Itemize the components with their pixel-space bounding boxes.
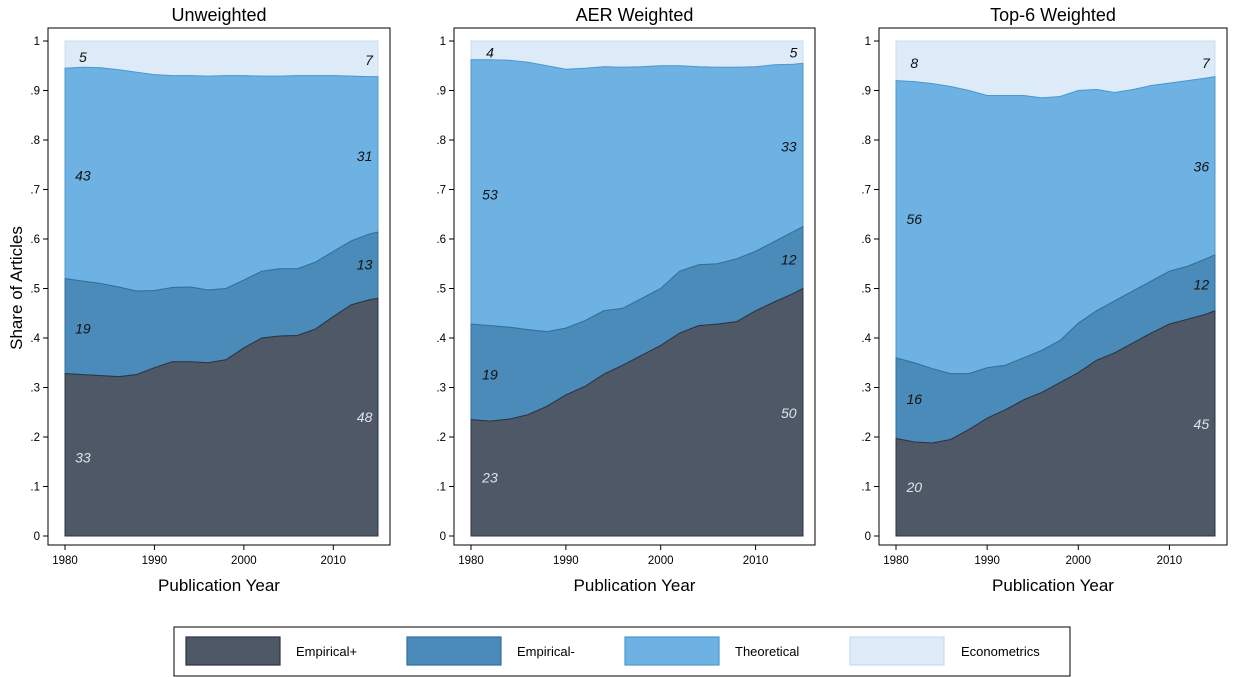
data-label-empirical-plus: 20 (905, 479, 922, 495)
y-tick-label: .7 (861, 185, 871, 197)
y-tick-label: .4 (861, 333, 871, 345)
data-label-theoretical: 36 (1194, 159, 1210, 175)
y-tick-label: 1 (34, 36, 40, 48)
x-tick-label: 1980 (458, 555, 484, 567)
legend-label-empirical-plus: Empirical+ (296, 644, 357, 659)
legend: Empirical+ Empirical- Theoretical Econometr… (173, 626, 1071, 677)
data-label-empirical-minus: 16 (906, 391, 922, 407)
x-tick-label: 1990 (142, 555, 168, 567)
legend-swatch-empirical-plus (185, 636, 281, 666)
data-label-econometrics: 4 (486, 44, 494, 60)
data-label-empirical-minus: 13 (357, 257, 373, 273)
data-label-theoretical: 33 (781, 138, 797, 154)
y-tick-label: 1 (440, 36, 446, 48)
y-tick-label: .7 (436, 185, 446, 197)
legend-swatch-theoretical (624, 636, 720, 666)
panel-title: Top-6 Weighted (990, 5, 1116, 25)
legend-label-empirical-minus: Empirical- (517, 644, 575, 659)
y-tick-label: .7 (30, 185, 40, 197)
y-tick-label: .2 (436, 432, 446, 444)
x-tick-label: 2000 (231, 555, 257, 567)
legend-label-theoretical: Theoretical (735, 644, 799, 659)
panel-1: 0 .1 .2 .3 .4 .5 .6 .7 .8 .9 1 1980 1990 2000 2010 Unwe… (30, 5, 391, 595)
data-label-theoretical: 31 (357, 148, 373, 164)
y-tick-label: .6 (30, 234, 40, 246)
x-tick-label: 2010 (320, 555, 346, 567)
x-tick-label: 1990 (974, 555, 1000, 567)
y-tick-label: .9 (30, 86, 40, 98)
y-tick-label: .1 (861, 482, 871, 494)
area-empirical-plus (895, 310, 1216, 537)
data-label-empirical-plus: 48 (357, 409, 373, 425)
y-tick-label: .2 (861, 432, 871, 444)
x-axis-title: Publication Year (574, 576, 696, 595)
x-tick-label: 2000 (1065, 555, 1091, 567)
x-tick-label: 2000 (648, 555, 674, 567)
area-empirical-plus (64, 297, 379, 537)
legend-swatch-econometrics (849, 636, 945, 666)
y-tick-label: .5 (436, 284, 446, 296)
x-tick-label: 2010 (743, 555, 769, 567)
y-tick-label: 0 (865, 531, 871, 543)
y-tick-label: .5 (30, 284, 40, 296)
y-tick-label: 1 (865, 36, 871, 48)
x-tick-label: 2010 (1157, 555, 1183, 567)
y-tick-label: .3 (30, 383, 40, 395)
x-tick-label: 1990 (553, 555, 579, 567)
data-label-empirical-minus: 12 (781, 251, 797, 267)
panel-title: AER Weighted (576, 5, 694, 25)
x-axis-title: Publication Year (992, 576, 1114, 595)
data-label-theoretical: 53 (482, 186, 498, 202)
y-tick-label: .1 (436, 482, 446, 494)
data-label-empirical-plus: 23 (481, 470, 498, 486)
y-tick-label: .9 (861, 86, 871, 98)
y-tick-label: .4 (436, 333, 446, 345)
x-tick-label: 1980 (883, 555, 909, 567)
area-empirical-plus (470, 287, 804, 537)
legend-label-econometrics: Econometrics (961, 644, 1040, 659)
y-tick-label: .5 (861, 284, 871, 296)
y-tick-label: .6 (436, 234, 446, 246)
y-tick-label: .8 (30, 135, 40, 147)
y-tick-label: 0 (440, 531, 446, 543)
y-tick-label: .1 (30, 482, 40, 494)
data-label-theoretical: 56 (906, 211, 922, 227)
y-axis-title: Share of Articles (7, 226, 26, 350)
y-tick-label: .4 (30, 333, 40, 345)
panel-2: 0 .1 .2 .3 .4 .5 .6 .7 .8 .9 1 1980 1990 2000 2010 AER … (436, 5, 816, 595)
data-label-econometrics: 8 (910, 55, 918, 71)
data-label-econometrics: 7 (1202, 55, 1211, 71)
data-label-econometrics: 7 (365, 52, 374, 68)
y-tick-label: .9 (436, 86, 446, 98)
y-tick-label: 0 (34, 531, 40, 543)
y-tick-label: .3 (861, 383, 871, 395)
y-tick-label: .8 (861, 135, 871, 147)
legend-swatch-empirical-minus (406, 636, 502, 666)
data-label-empirical-plus: 50 (781, 405, 797, 421)
data-label-econometrics: 5 (790, 44, 798, 60)
data-label-empirical-plus: 33 (75, 449, 91, 465)
y-tick-label: .6 (861, 234, 871, 246)
y-tick-label: .2 (30, 432, 40, 444)
panel-title: Unweighted (171, 5, 266, 25)
data-label-empirical-plus: 45 (1194, 416, 1210, 432)
y-tick-label: .3 (436, 383, 446, 395)
data-label-empirical-minus: 19 (75, 321, 91, 337)
y-tick-label: .8 (436, 135, 446, 147)
data-label-empirical-minus: 12 (1194, 277, 1210, 293)
x-tick-label: 1980 (52, 555, 78, 567)
x-axis-title: Publication Year (158, 576, 280, 595)
data-label-econometrics: 5 (79, 49, 87, 65)
panel-3: 0 .1 .2 .3 .4 .5 .6 .7 .8 .9 1 1980 1990 2000 2010 Top-… (861, 5, 1228, 595)
data-label-empirical-minus: 19 (482, 367, 498, 383)
data-label-theoretical: 43 (75, 168, 91, 184)
